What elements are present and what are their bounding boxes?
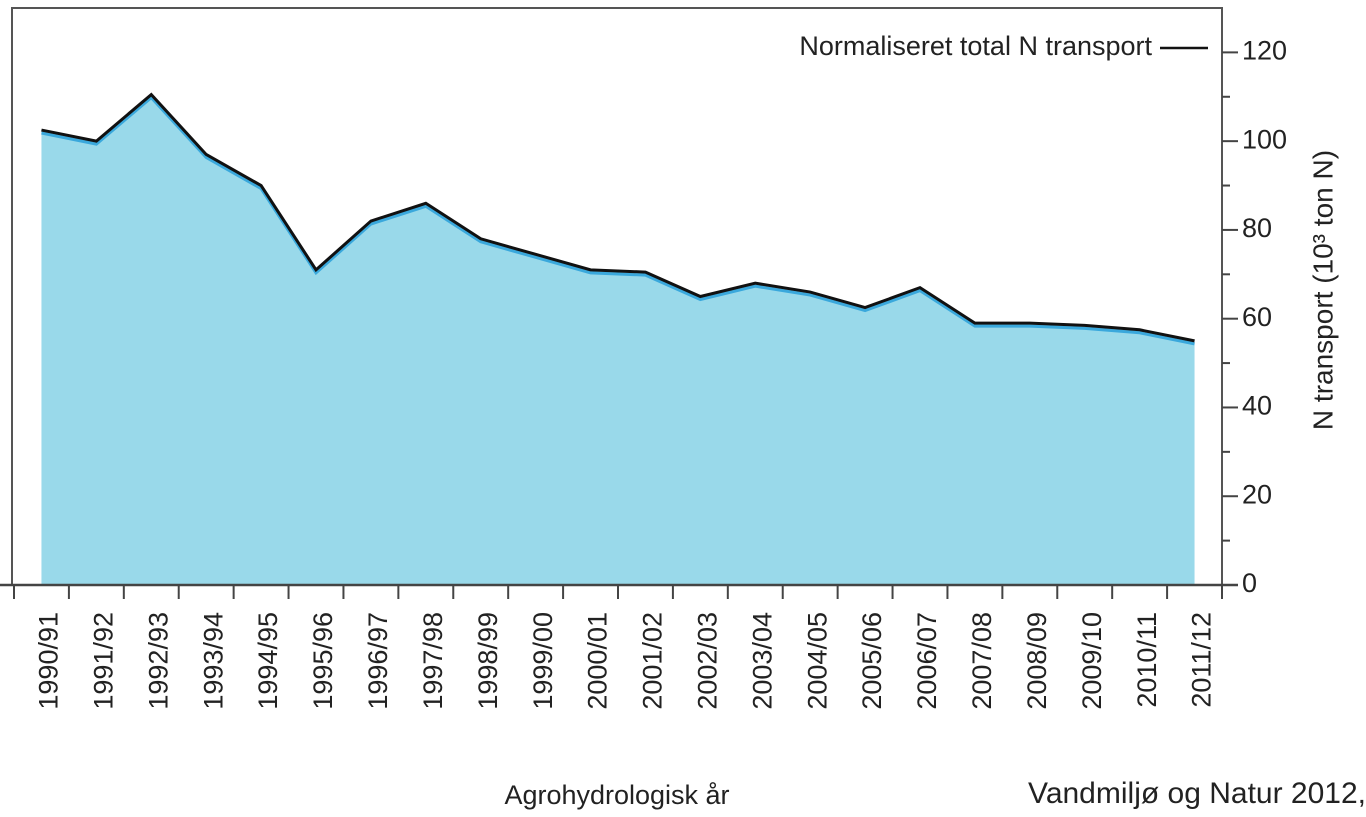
area-edge — [41, 95, 1195, 346]
x-tick-label: 1996/97 — [363, 612, 393, 710]
x-tick-label: 1994/95 — [253, 612, 283, 710]
x-tick-label: 2005/06 — [857, 612, 887, 710]
y-tick-label: 60 — [1242, 302, 1272, 332]
area — [41, 94, 1195, 586]
x-tick-label: 1997/98 — [418, 612, 448, 710]
x-tick-label: 1995/96 — [308, 612, 338, 710]
x-tick-label: 2001/02 — [638, 612, 668, 710]
x-tick-label: 2006/07 — [912, 612, 942, 710]
y-tick-label: 0 — [1242, 568, 1257, 598]
legend-label: Normaliseret total N transport — [799, 31, 1152, 61]
y-tick-label: 20 — [1242, 479, 1272, 509]
x-tick-label: 2009/10 — [1077, 612, 1107, 710]
x-tick-label: 2011/12 — [1187, 612, 1217, 708]
x-axis-label: Agrohydrologisk år — [504, 780, 729, 810]
x-tick-label: 1999/00 — [528, 612, 558, 710]
x-tick-label: 1998/99 — [473, 612, 503, 710]
x-tick-label: 1991/92 — [88, 612, 118, 710]
x-tick-label: 1993/94 — [198, 612, 228, 710]
line — [41, 92, 1195, 343]
x-tick-label: 2008/09 — [1022, 612, 1052, 710]
x-tick-label: 2002/03 — [692, 612, 722, 710]
source-note: Vandmiljø og Natur 2012, — [1028, 777, 1366, 810]
x-tick-label: 2007/08 — [967, 612, 997, 710]
x-tick-label: 2003/04 — [747, 612, 777, 710]
y-tick-label: 120 — [1242, 36, 1287, 66]
x-tick-label: 2010/11 — [1132, 612, 1162, 708]
y-tick-label: 80 — [1242, 213, 1272, 243]
x-tick-label: 2004/05 — [802, 612, 832, 710]
x-tick-label: 1990/91 — [34, 612, 64, 710]
x-tick-label: 1992/93 — [143, 612, 173, 710]
y-tick-label: 100 — [1242, 124, 1287, 154]
y-axis-label: N transport (10³ ton N) — [1307, 150, 1338, 430]
x-tick-label: 2000/01 — [583, 612, 613, 710]
y-tick-label: 40 — [1242, 391, 1272, 421]
